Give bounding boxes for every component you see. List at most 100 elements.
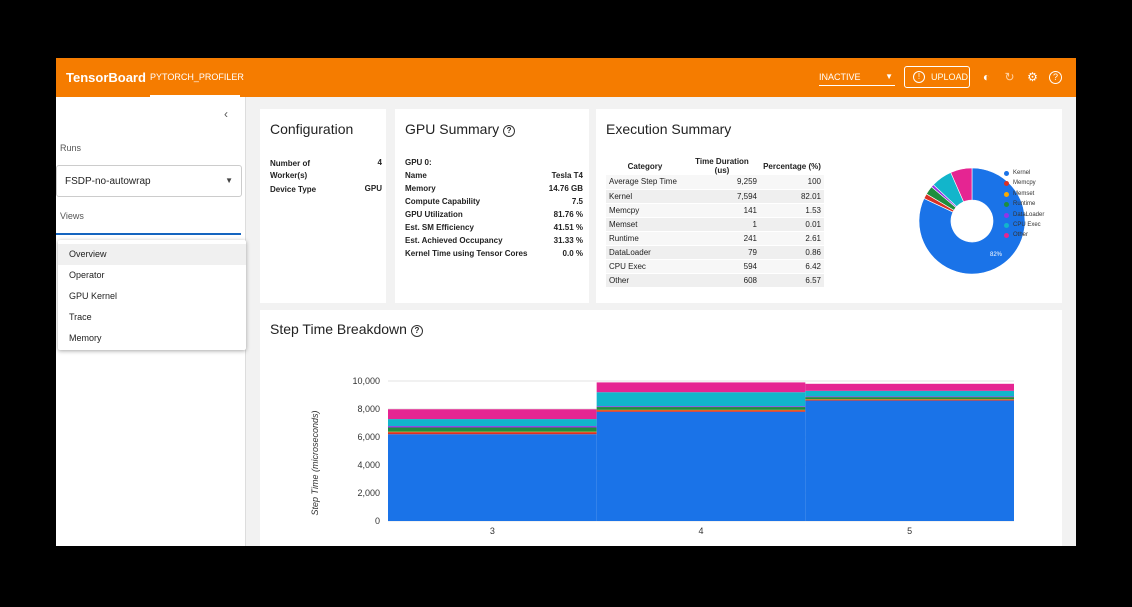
y-tick-label: 2,000 [357,488,380,498]
stack-segment[interactable] [596,410,806,412]
stack-segment[interactable] [805,400,1014,521]
gpu-row: Kernel Time using Tensor Cores 0.0 % [405,249,583,261]
views-label: Views [60,211,84,221]
menu-item-operator[interactable]: Operator [69,270,105,280]
column-header: Category [627,161,663,171]
cell-percentage: 1.53 [760,203,824,218]
stack-segment[interactable] [805,390,1014,397]
gpu-summary-title-text: GPU Summary [405,121,500,137]
legend-item[interactable]: Other [1004,231,1074,241]
cell-category: Memset [606,217,684,232]
table-row: Runtime 241 2.61 [606,231,824,246]
legend-swatch [1004,191,1009,197]
views-select-underline[interactable] [56,233,241,235]
stack-segment[interactable] [388,409,597,420]
gpu-summary-card: GPU Summary? GPU 0: Name Tesla T4 Memory 1… [395,109,589,303]
step-time-card: Step Time Breakdown? 10,000 8,000 6,000 4,0… [260,310,1062,546]
gpu-value: 14.76 GB [548,184,583,193]
gpu-value: 81.76 % [553,210,583,219]
cell-duration: 241 [684,231,760,246]
table-header-row: Category Time Duration (us) Percentage (… [606,157,824,175]
legend-item[interactable]: Runtime [1004,200,1074,210]
stack-segment[interactable] [805,383,1014,391]
stack-segment[interactable] [596,409,806,411]
menu-item-gpu-kernel[interactable]: GPU Kernel [69,291,118,301]
cell-category: Kernel [606,189,684,204]
pie-slice-kernel[interactable] [918,167,1026,275]
stack-segment[interactable] [388,431,597,433]
menu-item-memory[interactable]: Memory [69,333,102,343]
configuration-card: Configuration Number of Worker(s) 4 Devi… [260,109,386,303]
upload-button[interactable]: ! UPLOAD [904,66,970,88]
legend-label: CPU Exec [1013,222,1041,228]
cell-duration: 7,594 [684,189,760,204]
refresh-icon[interactable]: ↻ [1004,70,1015,84]
help-icon[interactable]: ? [1049,71,1062,84]
stack-segment[interactable] [805,397,1014,400]
run-value: FSDP-no-autowrap [65,176,151,187]
legend-item[interactable]: Memcpy [1004,179,1074,189]
y-tick-label: 10,000 [352,376,380,386]
gpu-key: Name [405,171,427,180]
gpu-row: Est. Achieved Occupancy 31.33 % [405,236,583,248]
gpu-key: Compute Capability [405,197,481,206]
table-row: Average Step Time 9,259 100 [606,175,824,190]
y-axis-label: Step Time (microseconds) [310,411,320,516]
cell-duration: 79 [684,245,760,260]
gpu-key: Memory [405,184,436,193]
legend-item[interactable]: CPU Exec [1004,221,1074,231]
cell-category: Average Step Time [606,175,684,190]
settings-icon[interactable]: ⚙ [1027,70,1038,84]
legend-item[interactable]: Kernel [1004,169,1074,179]
stack-segment[interactable] [388,427,597,432]
help-icon[interactable]: ? [503,125,516,137]
legend-item[interactable]: DataLoader [1004,211,1074,221]
table-row: CPU Exec 594 6.42 [606,259,824,274]
cell-percentage: 0.86 [760,245,824,260]
legend-label: Kernel [1013,170,1031,176]
stack-segment[interactable] [805,396,1014,398]
stack-segment[interactable] [805,399,1014,400]
legend-item[interactable]: Memset [1004,190,1074,200]
gpu-key: Est. Achieved Occupancy [405,236,503,245]
run-select[interactable]: FSDP-no-autowrap ▼ [56,165,242,197]
help-icon[interactable]: ? [410,325,423,337]
execution-summary-card: Execution Summary Category Time Duration… [596,109,1062,343]
gpu-value: 31.33 % [553,236,583,245]
gpu-key: Est. SM Efficiency [405,223,474,232]
stack-segment[interactable] [596,406,806,408]
table-row: Other 608 6.57 [606,273,824,288]
execution-table: Category Time Duration (us) Percentage (… [606,157,824,288]
x-tick-label: 5 [907,526,912,536]
stack-segment[interactable] [388,434,597,521]
chevron-left-icon[interactable]: ‹ [224,107,228,121]
stack-segment[interactable] [596,407,806,410]
execution-summary-title: Execution Summary [606,121,732,137]
stack-segment[interactable] [596,411,806,521]
tab-pytorch-profiler[interactable]: PYTORCH_PROFILER [150,58,244,97]
pie-slice-other[interactable] [950,167,973,203]
status-select[interactable]: INACTIVE ▼ [819,70,895,86]
cell-category: CPU Exec [606,259,684,274]
legend-swatch [1004,171,1009,176]
cell-percentage: 82.01 [760,189,824,204]
x-tick-label: 4 [698,526,703,536]
stack-segment[interactable] [388,426,597,428]
x-tick-label: 3 [490,526,495,536]
stack-segment[interactable] [596,392,806,407]
stack-segment[interactable] [805,399,1014,401]
menu-item-overview[interactable]: Overview [58,244,246,265]
cell-duration: 141 [684,203,760,218]
stack-segment[interactable] [596,382,806,393]
cell-category: Memcpy [606,203,684,218]
stack-segment[interactable] [388,432,597,435]
pie-slice-label: 82% [990,252,1003,258]
gpu-key: GPU Utilization [405,210,463,219]
stack-segment[interactable] [388,419,597,427]
cell-percentage: 6.42 [760,259,824,274]
legend-label: Runtime [1013,201,1036,208]
y-tick-label: 8,000 [357,404,380,414]
brightness-icon[interactable]: ◐ [982,70,991,84]
gpu-row: Compute Capability 7.5 [405,197,583,209]
menu-item-trace[interactable]: Trace [69,312,92,322]
